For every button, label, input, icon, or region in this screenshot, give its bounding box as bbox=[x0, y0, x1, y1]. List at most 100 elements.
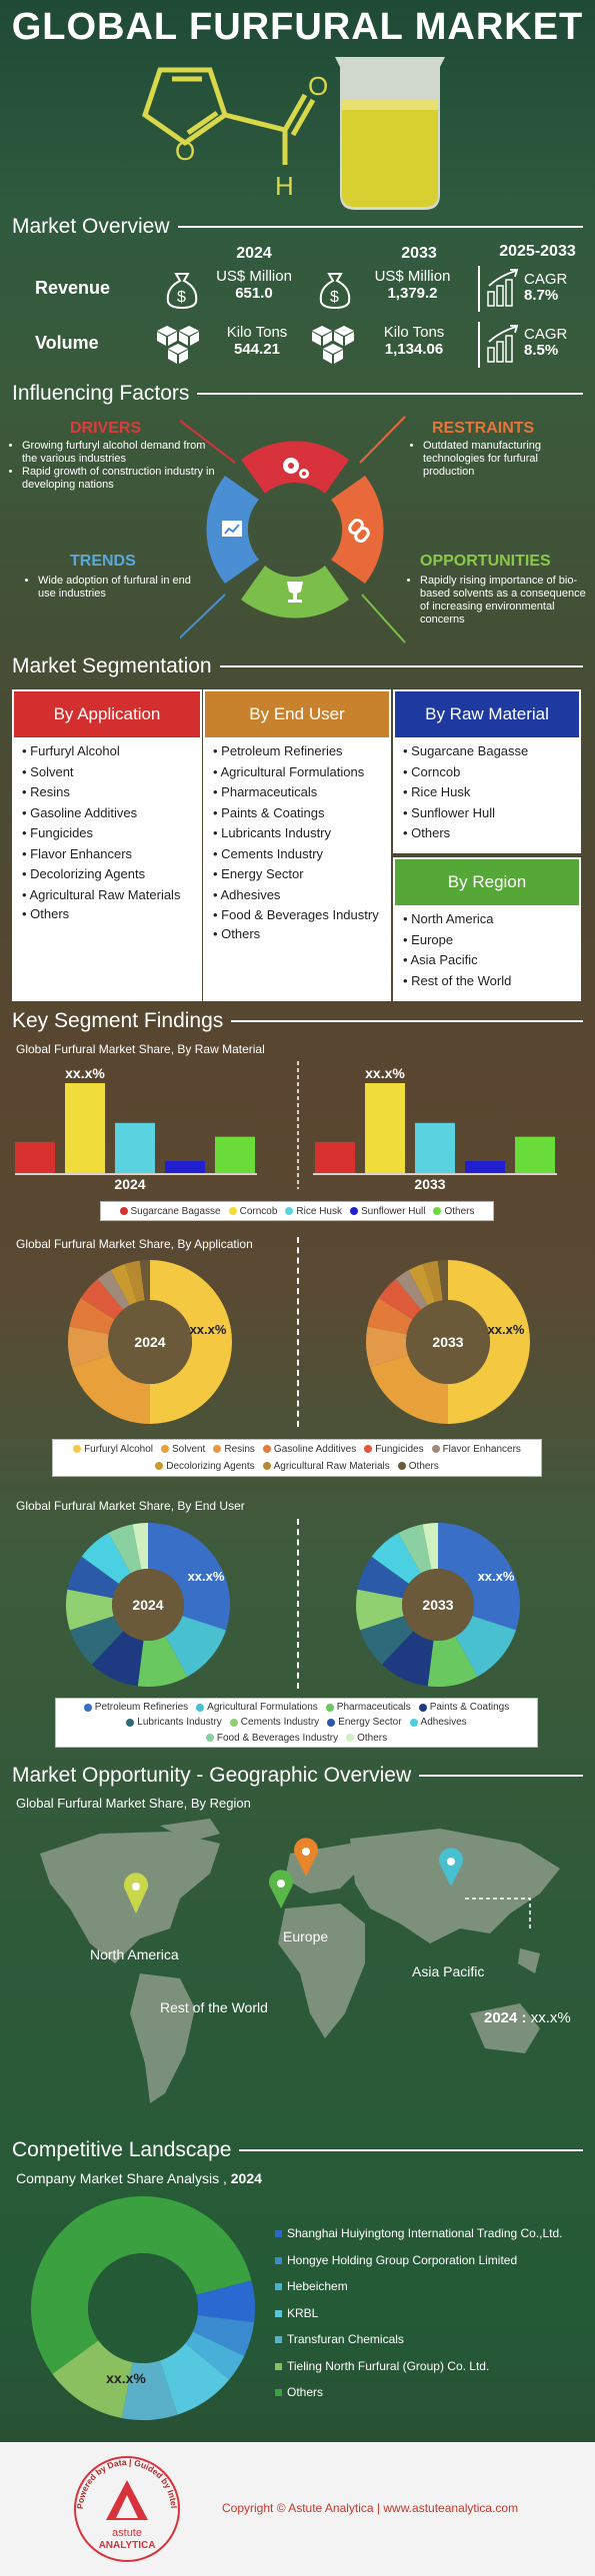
astute-analytica-logo: Powered by Data | Guided by Intelligence… bbox=[68, 2450, 180, 2562]
legend-item: Pharmaceuticals bbox=[325, 1702, 411, 1713]
gears-icon bbox=[283, 458, 309, 479]
group-label: 2033 bbox=[414, 1176, 445, 1191]
revenue-2033-value: US$ Million 1,379.2 bbox=[374, 268, 451, 302]
restraints-list: Outdated manufacturing technologies for … bbox=[413, 440, 588, 479]
slice-fungicides bbox=[378, 1278, 422, 1320]
oxygen-atom-icon: O bbox=[175, 136, 195, 166]
donut-hole bbox=[406, 1300, 490, 1384]
slice-adhesives bbox=[371, 1533, 421, 1584]
donut-year-label: 2033 bbox=[422, 1597, 453, 1613]
list-item: Resins bbox=[30, 784, 70, 799]
donut-year-label: 2024 bbox=[132, 1597, 163, 1613]
segment-list: • Sugarcane Bagasse • Corncob • Rice Hus… bbox=[395, 737, 579, 848]
slice-others bbox=[31, 2196, 252, 2374]
legend-item: Shanghai Huiyingtong International Tradi… bbox=[275, 2220, 590, 2247]
segment-by-region: By Region • North America • Europe • Asi… bbox=[393, 857, 581, 1001]
list-item: Agricultural Raw Materials bbox=[29, 886, 181, 902]
donut-hole bbox=[112, 1569, 184, 1641]
slice-flavor-enhancers bbox=[395, 1270, 428, 1310]
legend-item: Paints & Coatings bbox=[418, 1702, 509, 1713]
pin-north-america-icon bbox=[124, 1873, 148, 1914]
list-item: Europe bbox=[411, 931, 454, 947]
slice-agricultural-formulations bbox=[165, 1616, 226, 1677]
page-title: GLOBAL FURFURAL MARKET bbox=[11, 6, 584, 48]
legend-item: Adhesives bbox=[409, 1717, 467, 1728]
legend-item: Sunflower Hull bbox=[349, 1206, 425, 1217]
volume-label: Volume bbox=[35, 333, 99, 353]
segment-by-raw-material: By Raw Material • Sugarcane Bagasse • Co… bbox=[393, 689, 581, 853]
legend-item: Furfuryl Alcohol bbox=[73, 1444, 153, 1455]
slice-fungicides bbox=[80, 1278, 124, 1320]
slice-flavor-enhancers bbox=[97, 1270, 130, 1310]
list-item: Agricultural Formulations bbox=[220, 763, 365, 779]
slice-transfuran-chemicals bbox=[121, 2360, 178, 2420]
svg-text:astute: astute bbox=[112, 2527, 142, 2539]
data-label: xx.x% bbox=[365, 1065, 405, 1081]
slice-shanghai-huiyingtong-international-trading-co-ltd- bbox=[196, 2280, 256, 2323]
footer: Powered by Data | Guided by Intelligence… bbox=[0, 2442, 595, 2576]
data-label: xx.x% bbox=[65, 1065, 105, 1081]
pin-europe-icon bbox=[294, 1838, 318, 1877]
data-label: xx.x% bbox=[478, 1569, 515, 1584]
year-2024-label: 2024 bbox=[236, 245, 272, 262]
list-item: Petroleum Refineries bbox=[221, 743, 343, 758]
list-item: Food & Beverages Industry bbox=[221, 907, 379, 922]
list-item: Others bbox=[30, 905, 70, 921]
segment-list: • Petroleum Refineries • Agricultural Fo… bbox=[205, 737, 389, 949]
legend-item: Petroleum Refineries bbox=[83, 1702, 188, 1713]
slice-tieling-north-furfural-group-co-ltd- bbox=[52, 2340, 133, 2418]
list-item: Rapid growth of construction industry in… bbox=[22, 466, 222, 492]
slice-cements-industry bbox=[66, 1589, 114, 1631]
list-item: Flavor Enhancers bbox=[30, 845, 133, 861]
list-item: Gasoline Additives bbox=[30, 804, 138, 820]
list-item: Growing furfuryl alcohol demand from the… bbox=[22, 440, 222, 466]
donut-year-label: 2033 bbox=[432, 1334, 463, 1350]
section-heading-market-segmentation: Market Segmentation bbox=[12, 654, 583, 678]
oxygen-atom-icon: O bbox=[308, 71, 328, 101]
region-label-rest-of-world: Rest of the World bbox=[160, 1999, 268, 2015]
slice-pharmaceuticals bbox=[427, 1636, 478, 1687]
trophy-icon bbox=[287, 582, 303, 603]
money-bag-icon: $ bbox=[319, 273, 351, 310]
slice-others bbox=[132, 1523, 148, 1570]
legend-item: Hebeichem bbox=[275, 2273, 590, 2300]
trends-list: Wide adoption of furfural in end use ind… bbox=[28, 575, 193, 601]
slice-lubricants-industry bbox=[360, 1616, 414, 1665]
legend-item: Others bbox=[275, 2379, 590, 2406]
segment-header: By Raw Material bbox=[395, 691, 579, 737]
cubes-icon bbox=[157, 326, 199, 364]
legend-item: Rice Husk bbox=[285, 1206, 342, 1217]
slice-resins bbox=[68, 1326, 111, 1368]
slice-paints-coatings bbox=[381, 1631, 434, 1687]
map-africa bbox=[278, 1904, 365, 2038]
trends-title: TRENDS bbox=[70, 553, 136, 570]
growth-chart-icon bbox=[487, 325, 519, 363]
slice-krbl bbox=[159, 2343, 230, 2415]
list-item: Decolorizing Agents bbox=[30, 866, 146, 881]
chart-title-region: Global Furfural Market Share, By Region bbox=[16, 1796, 251, 1811]
segment-list: • North America • Europe • Asia Pacific … bbox=[395, 905, 579, 995]
list-item: Outdated manufacturing technologies for … bbox=[423, 440, 588, 479]
section-heading-key-segment-findings: Key Segment Findings bbox=[12, 1009, 583, 1033]
legend-item: Others bbox=[397, 1461, 439, 1472]
pin-asia-pacific-icon bbox=[439, 1848, 464, 1887]
legend-end-user: Petroleum Refineries Agricultural Formul… bbox=[55, 1698, 538, 1748]
segment-header: By Region bbox=[395, 859, 579, 905]
slice-agricultural-raw-materials bbox=[422, 1260, 443, 1303]
legend-item: Cements Industry bbox=[229, 1717, 319, 1728]
chart-title-application: Global Furfural Market Share, By Applica… bbox=[16, 1237, 253, 1251]
bar-rice-husk bbox=[115, 1122, 155, 1173]
legend-item: Fungicides bbox=[364, 1444, 424, 1455]
list-item: Sunflower Hull bbox=[411, 804, 495, 820]
restraints-title: RESTRAINTS bbox=[432, 420, 535, 437]
list-item: Lubricants Industry bbox=[221, 825, 332, 840]
list-item: Corncob bbox=[411, 763, 461, 779]
slice-furfuryl-alcohol bbox=[150, 1260, 232, 1424]
slice-decolorizing-agents bbox=[110, 1264, 138, 1306]
legend-item: Resins bbox=[213, 1444, 255, 1455]
bar-sunflower-hull bbox=[465, 1160, 505, 1173]
bar-rice-husk bbox=[415, 1122, 455, 1173]
region-label-europe: Europe bbox=[283, 1929, 329, 1944]
legend-item: Corncob bbox=[228, 1206, 277, 1217]
region-callout: 2024 : xx.x% bbox=[484, 2009, 571, 2026]
